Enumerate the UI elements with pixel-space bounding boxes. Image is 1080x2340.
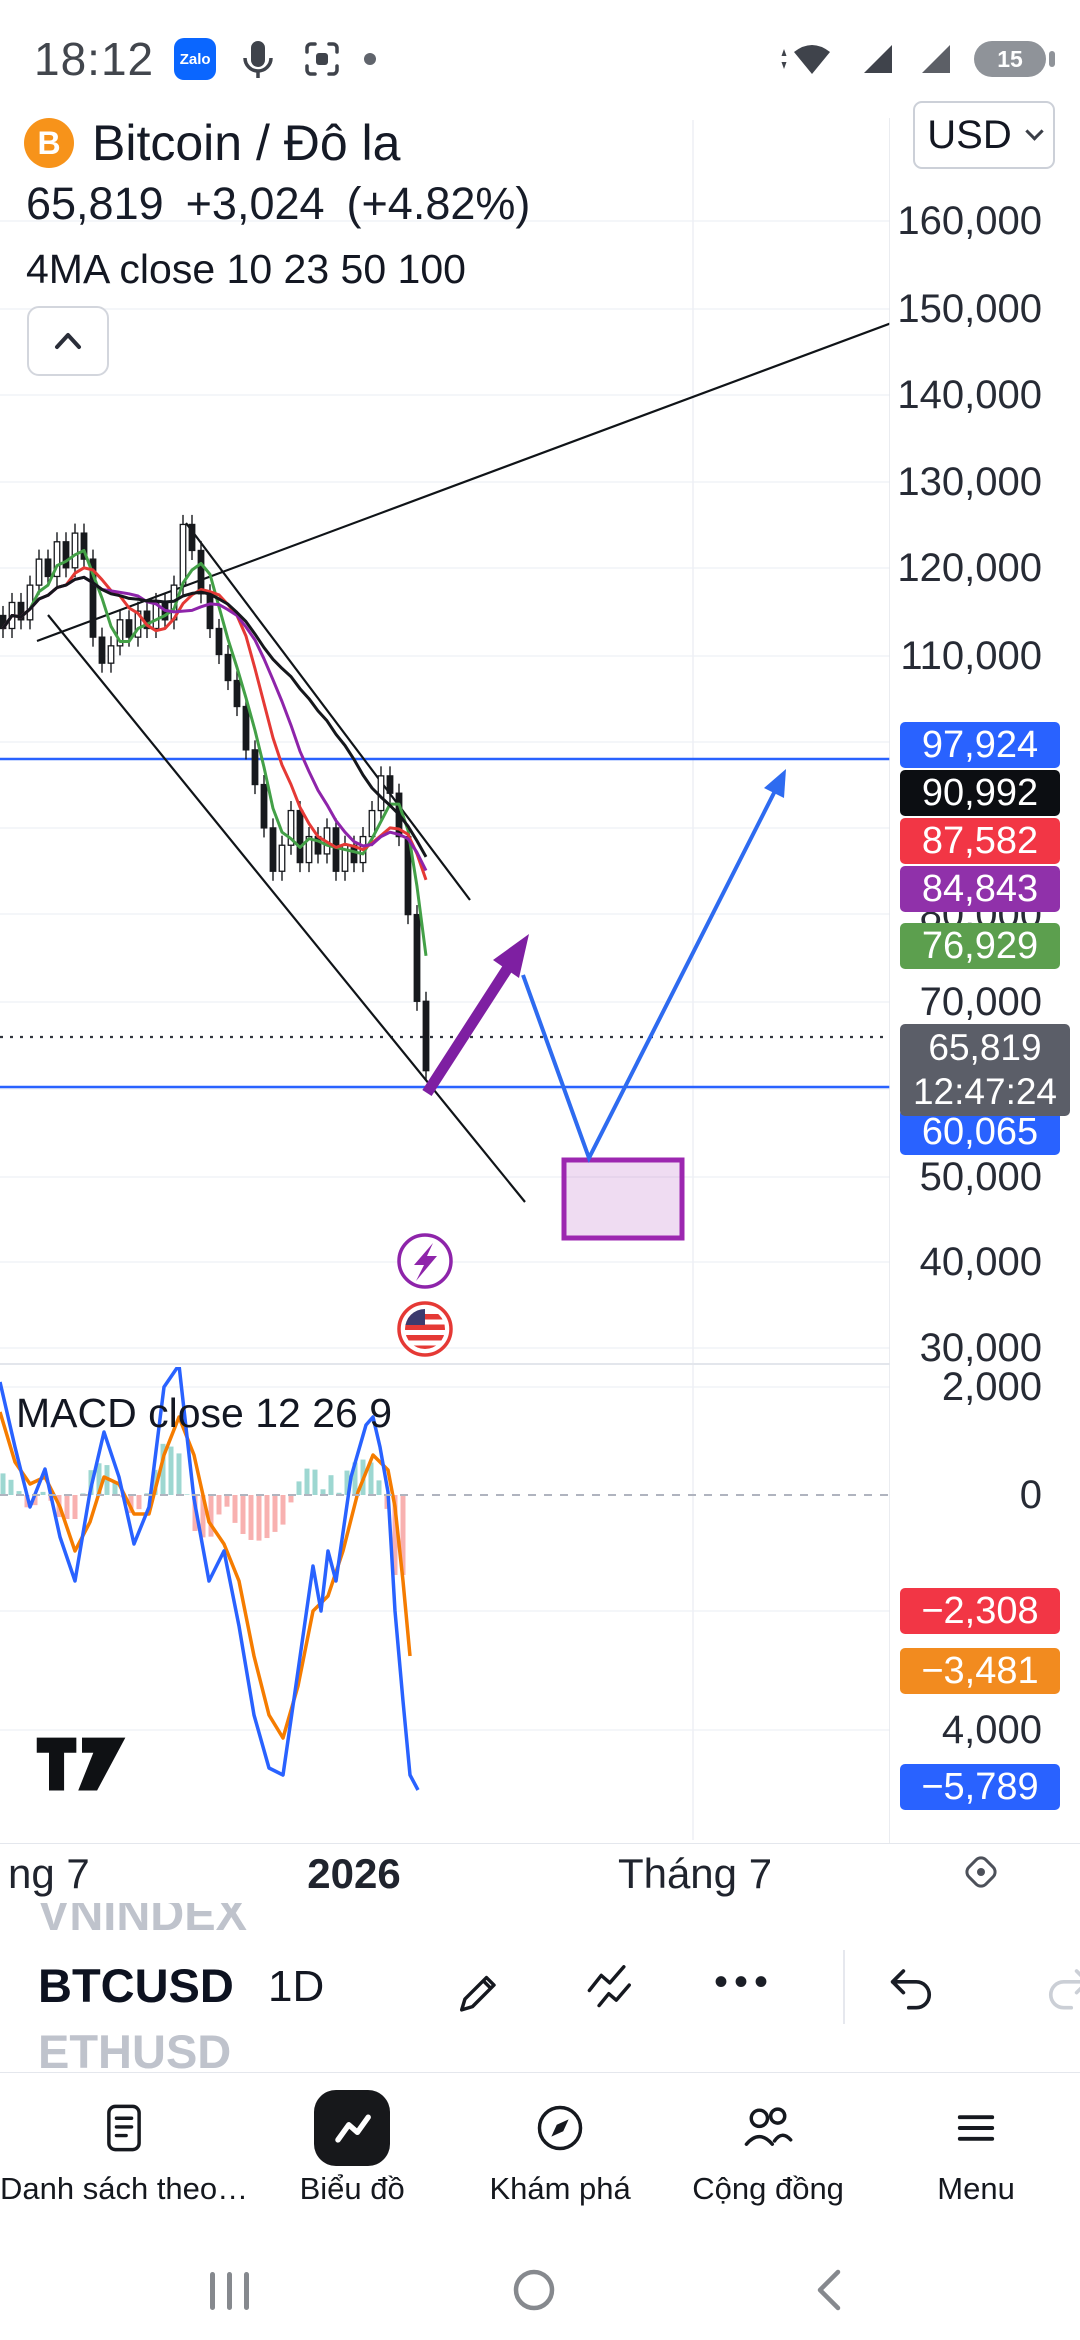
bitcoin-logo-icon: B: [24, 118, 74, 168]
compass-icon: [537, 2105, 583, 2151]
chevron-down-icon: [1025, 121, 1044, 141]
time-axis-labels: ng 7 2026 Tháng 7: [0, 1844, 1080, 1903]
home-button[interactable]: [510, 2266, 558, 2319]
price-label: 97,924: [900, 722, 1060, 768]
price-label: 60,065: [900, 1109, 1060, 1155]
price-label: −5,789: [900, 1764, 1060, 1810]
draw-tool-button[interactable]: [452, 1956, 508, 2017]
currency-selector[interactable]: USD: [913, 101, 1055, 169]
nav-item-chart[interactable]: Biểu đồ: [248, 2073, 456, 2242]
chevron-up-icon: [55, 333, 81, 349]
axis-tick: 130,000: [897, 460, 1042, 504]
axis-tick: 150,000: [897, 287, 1042, 331]
symbol-button[interactable]: BTCUSD: [38, 1959, 234, 2012]
nav-label: Menu: [937, 2171, 1015, 2206]
notification-dot-icon: [364, 53, 377, 65]
back-button[interactable]: [808, 2266, 856, 2319]
axis-tick: 0: [1019, 1473, 1042, 1517]
tradingview-logo[interactable]: [34, 1732, 130, 1803]
nav-item-community[interactable]: Cộng đồng: [664, 2073, 872, 2242]
indicators-button[interactable]: [584, 1956, 640, 2017]
toolbar-divider: [843, 1950, 845, 2024]
watchlist-row-ethusd[interactable]: ETHUSD: [38, 2025, 232, 2078]
macd-indicator-legend[interactable]: MACD close 12 26 9: [16, 1390, 393, 1436]
nav-label: Cộng đồng: [692, 2171, 844, 2206]
cell-signal-icon: [864, 45, 892, 73]
axis-tick: 2,000: [941, 1365, 1042, 1409]
zalo-notification-icon: Zalo: [174, 38, 217, 80]
scale-settings-icon[interactable]: [955, 1846, 1007, 1903]
axis-tick: 110,000: [900, 634, 1042, 678]
bottom-sheet-peek: VNINDEX BTCUSD 1D ••• ETH: [0, 1872, 1080, 2078]
axis-tick: 70,000: [919, 980, 1042, 1024]
price-label: 90,992: [900, 770, 1060, 816]
ma-indicator-legend[interactable]: 4MA close 10 23 50 100: [26, 246, 466, 292]
time-axis[interactable]: ng 7 2026 Tháng 7: [0, 1843, 1080, 1903]
cell-signal-2-icon: [922, 45, 950, 73]
mic-notification-icon: [243, 41, 273, 78]
chart-toolbar: BTCUSD 1D •••: [0, 1948, 1080, 2028]
nav-label: Khám phá: [489, 2171, 631, 2206]
price-axis-background: [890, 118, 1080, 1844]
clock: 18:12: [34, 33, 155, 85]
nav-item-explore[interactable]: Khám phá: [456, 2073, 664, 2242]
symbol-header[interactable]: B Bitcoin / Đô la: [24, 114, 400, 172]
price-label: −3,481: [900, 1648, 1060, 1694]
undo-button[interactable]: [884, 1956, 940, 2017]
interval-button[interactable]: 1D: [268, 1962, 325, 2011]
android-navigation-bar: [0, 2242, 1080, 2340]
nav-item-menu[interactable]: Menu: [872, 2073, 1080, 2242]
pencil-icon: [459, 1975, 496, 2012]
bottom-navigation: Danh sách theo… Biểu đồ Khám phá: [0, 2072, 1080, 2242]
collapse-legend-button[interactable]: [27, 306, 109, 376]
battery-indicator: 15: [974, 41, 1055, 77]
redo-button[interactable]: [1040, 1956, 1080, 2017]
chart-icon: [314, 2090, 391, 2166]
recents-button[interactable]: [206, 2268, 254, 2319]
nav-item-watchlist[interactable]: Danh sách theo…: [0, 2073, 248, 2242]
watchlist-icon: [107, 2104, 141, 2152]
currency-value: USD: [927, 112, 1012, 157]
recents-icon: [210, 2272, 249, 2310]
menu-icon: [957, 2115, 995, 2141]
time-tick: Tháng 7: [617, 1850, 773, 1897]
home-circle-icon: [513, 2269, 555, 2311]
more-options-button[interactable]: •••: [714, 1960, 775, 2004]
time-tick: ng 7: [8, 1850, 90, 1897]
price-change: +3,024: [185, 178, 325, 229]
status-bar: 18:12 Zalo 15: [0, 0, 1080, 118]
axis-tick: 30,000: [919, 1326, 1042, 1370]
current-price-label: 65,819 12:47:24: [900, 1024, 1070, 1116]
price-label: 84,843: [900, 866, 1060, 912]
redo-icon: [1048, 1969, 1080, 2010]
axis-tick: 4,000: [941, 1708, 1042, 1752]
axis-tick: 50,000: [919, 1155, 1042, 1199]
indicators-icon: [587, 1965, 631, 2008]
screenshot-notification-icon: [305, 42, 339, 76]
axis-tick: 120,000: [897, 546, 1042, 590]
nav-label: Danh sách theo…: [0, 2171, 249, 2206]
undo-icon: [890, 1969, 932, 2010]
right-price-axis[interactable]: 160,000 150,000 140,000 130,000 120,000 110,0…: [890, 0, 1080, 2340]
price-label: 76,929: [900, 923, 1060, 969]
price-label: 87,582: [900, 818, 1060, 864]
price-label: −2,308: [900, 1588, 1060, 1634]
axis-tick: 160,000: [897, 199, 1042, 243]
battery-percent: 15: [997, 45, 1023, 72]
time-tick: 2026: [307, 1850, 401, 1897]
symbol-title: Bitcoin / Đô la: [92, 115, 401, 171]
back-chevron-icon: [817, 2269, 841, 2311]
community-icon: [744, 2107, 793, 2146]
price-row: 65,819 +3,024 (+4.82%): [26, 178, 530, 230]
axis-tick: 140,000: [897, 373, 1042, 417]
price-change-pct: (+4.82%): [346, 178, 531, 229]
wifi-icon: [781, 45, 830, 74]
axis-tick: 40,000: [919, 1240, 1042, 1284]
nav-label: Biểu đồ: [299, 2171, 405, 2206]
last-price: 65,819: [26, 178, 164, 229]
